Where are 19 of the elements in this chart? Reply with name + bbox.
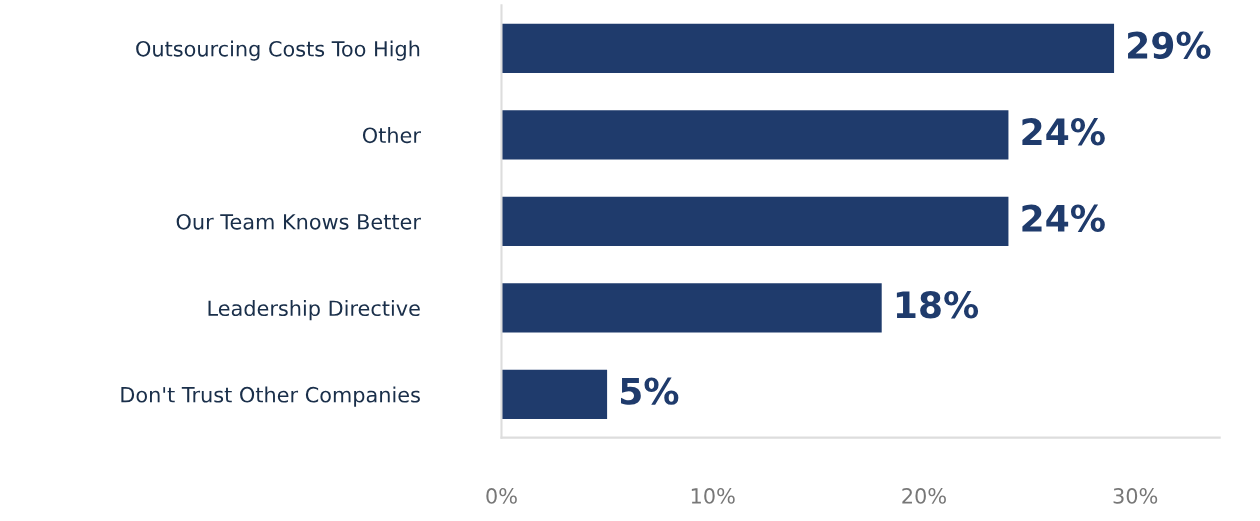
bar (501, 283, 882, 333)
x-tick-label: 20% (902, 488, 946, 504)
y-tick-label: Other (362, 127, 421, 144)
y-tick-label: Our Team Knows Better (176, 213, 421, 230)
y-tick-label: Leadership Directive (208, 300, 420, 321)
bar (501, 369, 608, 420)
bar (501, 23, 1115, 74)
y-tick-label: Don't Trust Other Companies (121, 386, 420, 407)
x-tick-label: 30% (1113, 488, 1158, 504)
y-tick-label: Outsourcing Costs Too High (136, 40, 420, 61)
bar (501, 196, 1009, 247)
data-label: 5% (621, 377, 679, 405)
x-tick-label: 0% (486, 488, 517, 504)
data-label: 29% (1128, 31, 1211, 59)
data-label: 18% (896, 291, 979, 319)
data-label: 24% (1022, 118, 1105, 146)
bar (501, 110, 1009, 160)
x-tick-label: 10% (691, 488, 735, 504)
data-label: 24% (1022, 204, 1105, 232)
